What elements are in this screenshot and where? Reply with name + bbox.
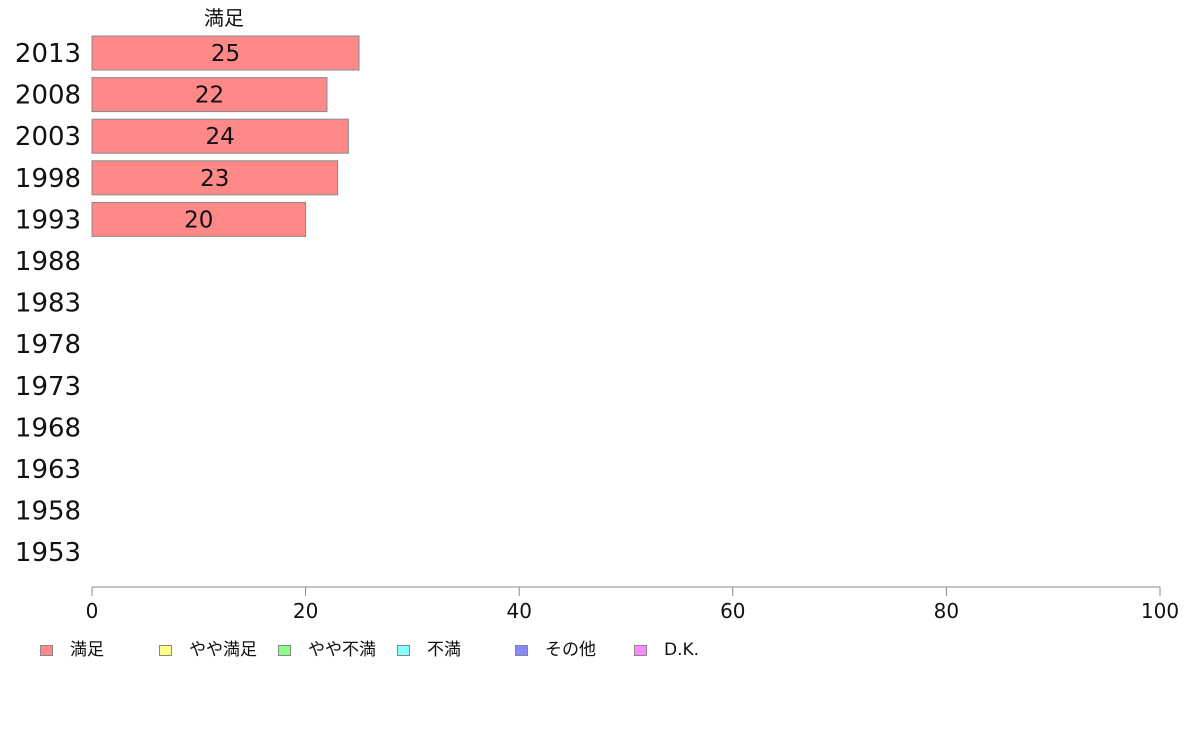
category-label: 2013 — [15, 39, 81, 69]
legend-item: 不満 — [397, 638, 461, 662]
x-tick-label: 40 — [506, 599, 531, 623]
bar-chart: 2013 25 2008 22 2003 24 1998 23 1993 20 1988 1983 19… — [15, 6, 1179, 623]
legend: 満足 やや満足 やや不満 不満 その他 D.K. — [0, 638, 1188, 662]
legend-swatch — [159, 644, 172, 656]
legend-swatch — [515, 644, 528, 656]
category-label: 2003 — [15, 122, 81, 152]
legend-swatch — [397, 644, 410, 656]
bar-segment — [91, 35, 360, 71]
x-axis: 0 20 40 60 80 100 — [86, 586, 1179, 623]
labels-layer: 2013 25 2008 22 2003 24 1998 23 1993 20 1988 1983 19… — [15, 39, 240, 568]
category-label: 1958 — [15, 497, 81, 527]
bar-segment — [91, 201, 307, 237]
x-tick-label: 80 — [934, 599, 959, 623]
bar-segment — [91, 77, 328, 113]
data-label: 22 — [195, 83, 224, 109]
data-label: 23 — [200, 166, 229, 192]
data-label: 20 — [184, 207, 213, 233]
category-label: 1953 — [15, 538, 81, 568]
category-label: 1998 — [15, 164, 81, 194]
column-header: 満足 — [204, 6, 244, 30]
x-tick-label: 0 — [86, 599, 99, 623]
category-label: 1963 — [15, 455, 81, 485]
data-label: 25 — [211, 41, 240, 67]
category-label: 1993 — [15, 205, 81, 235]
category-label: 1978 — [15, 330, 81, 360]
bars-layer — [91, 35, 360, 237]
bar-segment — [91, 118, 349, 154]
legend-label: やや満足 — [189, 640, 257, 660]
category-label: 1968 — [15, 413, 81, 443]
category-label: 1973 — [15, 372, 81, 402]
legend-label: D.K. — [664, 640, 700, 660]
legend-swatch — [634, 644, 647, 656]
x-tick-label: 20 — [293, 599, 318, 623]
legend-label: その他 — [545, 640, 596, 660]
legend-item: 満足 — [40, 638, 104, 662]
legend-swatch — [278, 644, 291, 656]
category-label: 1983 — [15, 289, 81, 319]
legend-item: やや不満 — [278, 638, 376, 662]
bar-segment — [91, 160, 339, 196]
legend-label: 不満 — [427, 640, 461, 660]
legend-item: やや満足 — [159, 638, 257, 662]
category-label: 1988 — [15, 247, 81, 277]
data-label: 24 — [206, 124, 235, 150]
legend-item: その他 — [515, 638, 596, 662]
legend-swatch — [40, 644, 53, 656]
legend-item: D.K. — [634, 638, 699, 662]
x-tick-label: 60 — [720, 599, 745, 623]
category-label: 2008 — [15, 81, 81, 111]
legend-label: やや不満 — [308, 640, 376, 660]
legend-label: 満足 — [70, 640, 104, 660]
x-tick-label: 100 — [1141, 599, 1179, 623]
